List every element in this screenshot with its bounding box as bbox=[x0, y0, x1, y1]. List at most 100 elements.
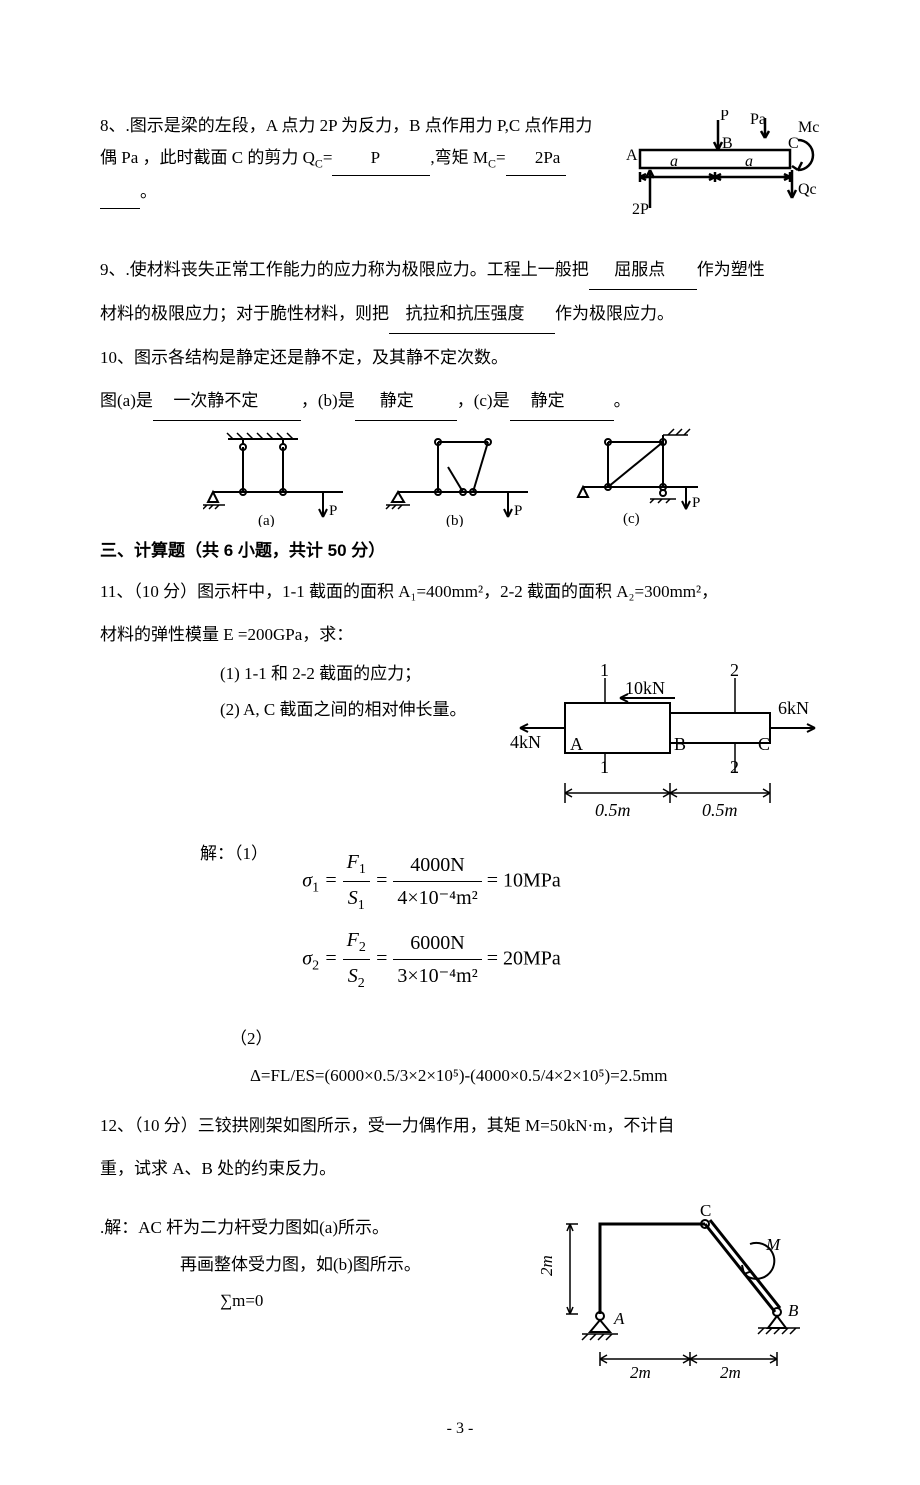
sig2-Fs: 2 bbox=[359, 940, 366, 955]
question-10-line1: 10、图示各结构是静定还是静不定，及其静不定次数。 bbox=[100, 338, 820, 377]
q11-fig-1t: 1 bbox=[600, 660, 609, 680]
q10-b1-pre bbox=[153, 381, 171, 421]
q10-b2: 静定 bbox=[377, 381, 417, 421]
q8-fig-2P: 2P bbox=[632, 201, 649, 218]
sig1-eq2: = bbox=[375, 869, 394, 891]
q12-fig-d1: 2m bbox=[630, 1363, 651, 1382]
q10-fig-b-label: (b) bbox=[446, 513, 464, 527]
q12-solution-text: .解：AC 杆为二力杆受力图如(a)所示。 再画整体受力图，如(b)图所示。 ∑… bbox=[100, 1194, 500, 1321]
q8-fig-a2: a bbox=[745, 153, 753, 170]
q8-mid1: ,弯矩 M bbox=[430, 148, 488, 167]
q11-solution: 解：（1） σ1 = F1 S1 = 4000N 4×10⁻⁴m² = 10MP… bbox=[100, 838, 820, 1004]
sig2-eq2: = bbox=[375, 947, 394, 969]
q10-b2-post bbox=[417, 381, 457, 421]
q8-blank-pre1 bbox=[332, 142, 360, 175]
q11-fig-d1: 0.5m bbox=[595, 800, 631, 820]
q10-b3-post bbox=[568, 381, 614, 421]
q10-figures-row: P (a) P (b) bbox=[100, 427, 820, 527]
q10-b3: 静定 bbox=[528, 381, 568, 421]
q10-p2b: ，(b)是 bbox=[301, 391, 355, 410]
q11-sigma1: σ1 = F1 S1 = 4000N 4×10⁻⁴m² = 10MPa bbox=[302, 846, 561, 918]
q9-b2-pre bbox=[389, 294, 405, 334]
q11-figure: 1 2 10kN 6kN 4kN A B C 1 2 0.5m 0.5m bbox=[510, 658, 820, 828]
q8-sub2: C bbox=[488, 157, 496, 171]
q9-b1-post bbox=[667, 250, 697, 290]
q11-delta: Δ=FL/ES=(6000×0.5/3×2×10⁵)-(4000×0.5/4×2… bbox=[250, 1060, 820, 1092]
q9-b2: 抗拉和抗压强度 bbox=[405, 294, 525, 334]
q12-row: .解：AC 杆为二力杆受力图如(a)所示。 再画整体受力图，如(b)图所示。 ∑… bbox=[100, 1194, 820, 1384]
sig1-num: 4000N bbox=[393, 849, 481, 882]
sig2-S: S bbox=[348, 965, 358, 987]
sig2-sub: 2 bbox=[312, 958, 319, 973]
sig1-Fs: 1 bbox=[359, 862, 366, 877]
q8-fig-Mc: Mc bbox=[798, 119, 819, 136]
q10-fig-c-P: P bbox=[692, 495, 700, 511]
page: 8、.图示是梁的左段，A 点力 2P 为反力，B 点作用力 P,C 点作用力偶 … bbox=[0, 0, 920, 1485]
q11-i2: (2) A, C 截面之间的相对伸长量。 bbox=[220, 694, 480, 726]
sig1-sub: 1 bbox=[312, 880, 319, 895]
q8-fig-a1: a bbox=[670, 153, 678, 170]
q10-fig-b: P (b) bbox=[378, 427, 543, 527]
sig2-Ss: 2 bbox=[358, 976, 365, 991]
q12-line1: 12、（10 分）三铰拱刚架如图所示，受一力偶作用，其矩 M=50kN·m，不计… bbox=[100, 1106, 820, 1145]
q11-fig-6kN: 6kN bbox=[778, 698, 809, 718]
q12-fig-A: A bbox=[613, 1309, 625, 1328]
q8-fig-A: A bbox=[626, 147, 638, 164]
q9-p2b: 作为极限应力。 bbox=[555, 304, 674, 323]
sig2-res: = 20MPa bbox=[487, 947, 561, 969]
q8-blank-pre2 bbox=[506, 142, 530, 175]
q9-p1a: 9、.使材料丧失正常工作能力的应力称为极限应力。工程上一般把 bbox=[100, 260, 589, 279]
q11-fig-2t: 2 bbox=[730, 660, 739, 680]
q11-fig-B: B bbox=[674, 734, 686, 754]
q10-b2-pre bbox=[355, 381, 377, 421]
sig1-eq1: = bbox=[324, 869, 343, 891]
q9-p2a: 材料的极限应力；对于脆性材料，则把 bbox=[100, 304, 389, 323]
sig2-den: 3×10⁻⁴m² bbox=[393, 960, 481, 992]
q10-fig-a-P: P bbox=[329, 503, 337, 519]
q8-blank-post1 bbox=[390, 142, 430, 175]
q10-p2c: ，(c)是 bbox=[457, 391, 510, 410]
q8-fig-Pa: Pa bbox=[750, 111, 766, 128]
q9-b1: 屈服点 bbox=[613, 250, 667, 290]
sig1-F: F bbox=[347, 851, 359, 873]
q12-eq: ∑m=0 bbox=[220, 1285, 500, 1317]
q9-b2-post bbox=[525, 294, 555, 334]
q10-fig-c-label: (c) bbox=[623, 511, 640, 527]
q11-fig-4kN: 4kN bbox=[510, 732, 541, 752]
q11-sigma-block: σ1 = F1 S1 = 4000N 4×10⁻⁴m² = 10MPa σ2 =… bbox=[302, 846, 561, 996]
sig1-S: S bbox=[348, 887, 358, 909]
q11-fig-A: A bbox=[570, 734, 583, 754]
q11-sigma2: σ2 = F2 S2 = 6000N 3×10⁻⁴m² = 20MPa bbox=[302, 924, 561, 996]
q11-subitems: (1) 1-1 和 2-2 截面的应力； (2) A, C 截面之间的相对伸长量… bbox=[100, 658, 480, 731]
q10-fig-b-P: P bbox=[514, 503, 522, 519]
q9-p1b: 作为塑性 bbox=[697, 260, 765, 279]
q8-text: 8、.图示是梁的左段，A 点力 2P 为反力，B 点作用力 P,C 点作用力偶 … bbox=[100, 110, 600, 209]
q12-sol2: 再画整体受力图，如(b)图所示。 bbox=[180, 1249, 500, 1281]
q11-row: (1) 1-1 和 2-2 截面的应力； (2) A, C 截面之间的相对伸长量… bbox=[100, 658, 820, 828]
sig2-lhs: σ bbox=[302, 947, 312, 969]
question-10-line2: 图(a)是 一次静不定 ，(b)是 静定 ，(c)是 静定 。 bbox=[100, 381, 820, 421]
q8-fig-C: C bbox=[788, 135, 799, 152]
q11-part2-label: （2） bbox=[230, 1023, 820, 1055]
q12-fig-B: B bbox=[788, 1301, 799, 1320]
q11-fig-2b: 2 bbox=[730, 757, 739, 777]
sig1-lhs: σ bbox=[302, 869, 312, 891]
sig1-res: = 10MPa bbox=[487, 869, 561, 891]
q10-b1: 一次静不定 bbox=[171, 381, 261, 421]
q8-blank-post2 bbox=[100, 176, 140, 209]
q12-fig-h: 2m bbox=[537, 1255, 556, 1276]
q12-line2: 重，试求 A、B 处的约束反力。 bbox=[100, 1149, 820, 1188]
q8-blank1: P bbox=[360, 142, 390, 175]
q11-i1: (1) 1-1 和 2-2 截面的应力； bbox=[220, 658, 480, 690]
q12-figure: C M A B 2m 2m 2m bbox=[530, 1194, 820, 1384]
q10-fig-a-label: (a) bbox=[258, 513, 275, 527]
q8-tail: 。 bbox=[140, 182, 157, 201]
sig2-eq1: = bbox=[324, 947, 343, 969]
q11-fig-1b: 1 bbox=[600, 757, 609, 777]
q12-sol1: .解：AC 杆为二力杆受力图如(a)所示。 bbox=[100, 1212, 500, 1244]
question-8: 8、.图示是梁的左段，A 点力 2P 为反力，B 点作用力 P,C 点作用力偶 … bbox=[100, 110, 820, 220]
q10-fig-c: P (c) bbox=[568, 427, 718, 527]
q8-fig-B: B bbox=[722, 135, 733, 152]
page-number: - 3 - bbox=[100, 1414, 820, 1444]
q8-fig-Qc: Qc bbox=[798, 181, 817, 198]
